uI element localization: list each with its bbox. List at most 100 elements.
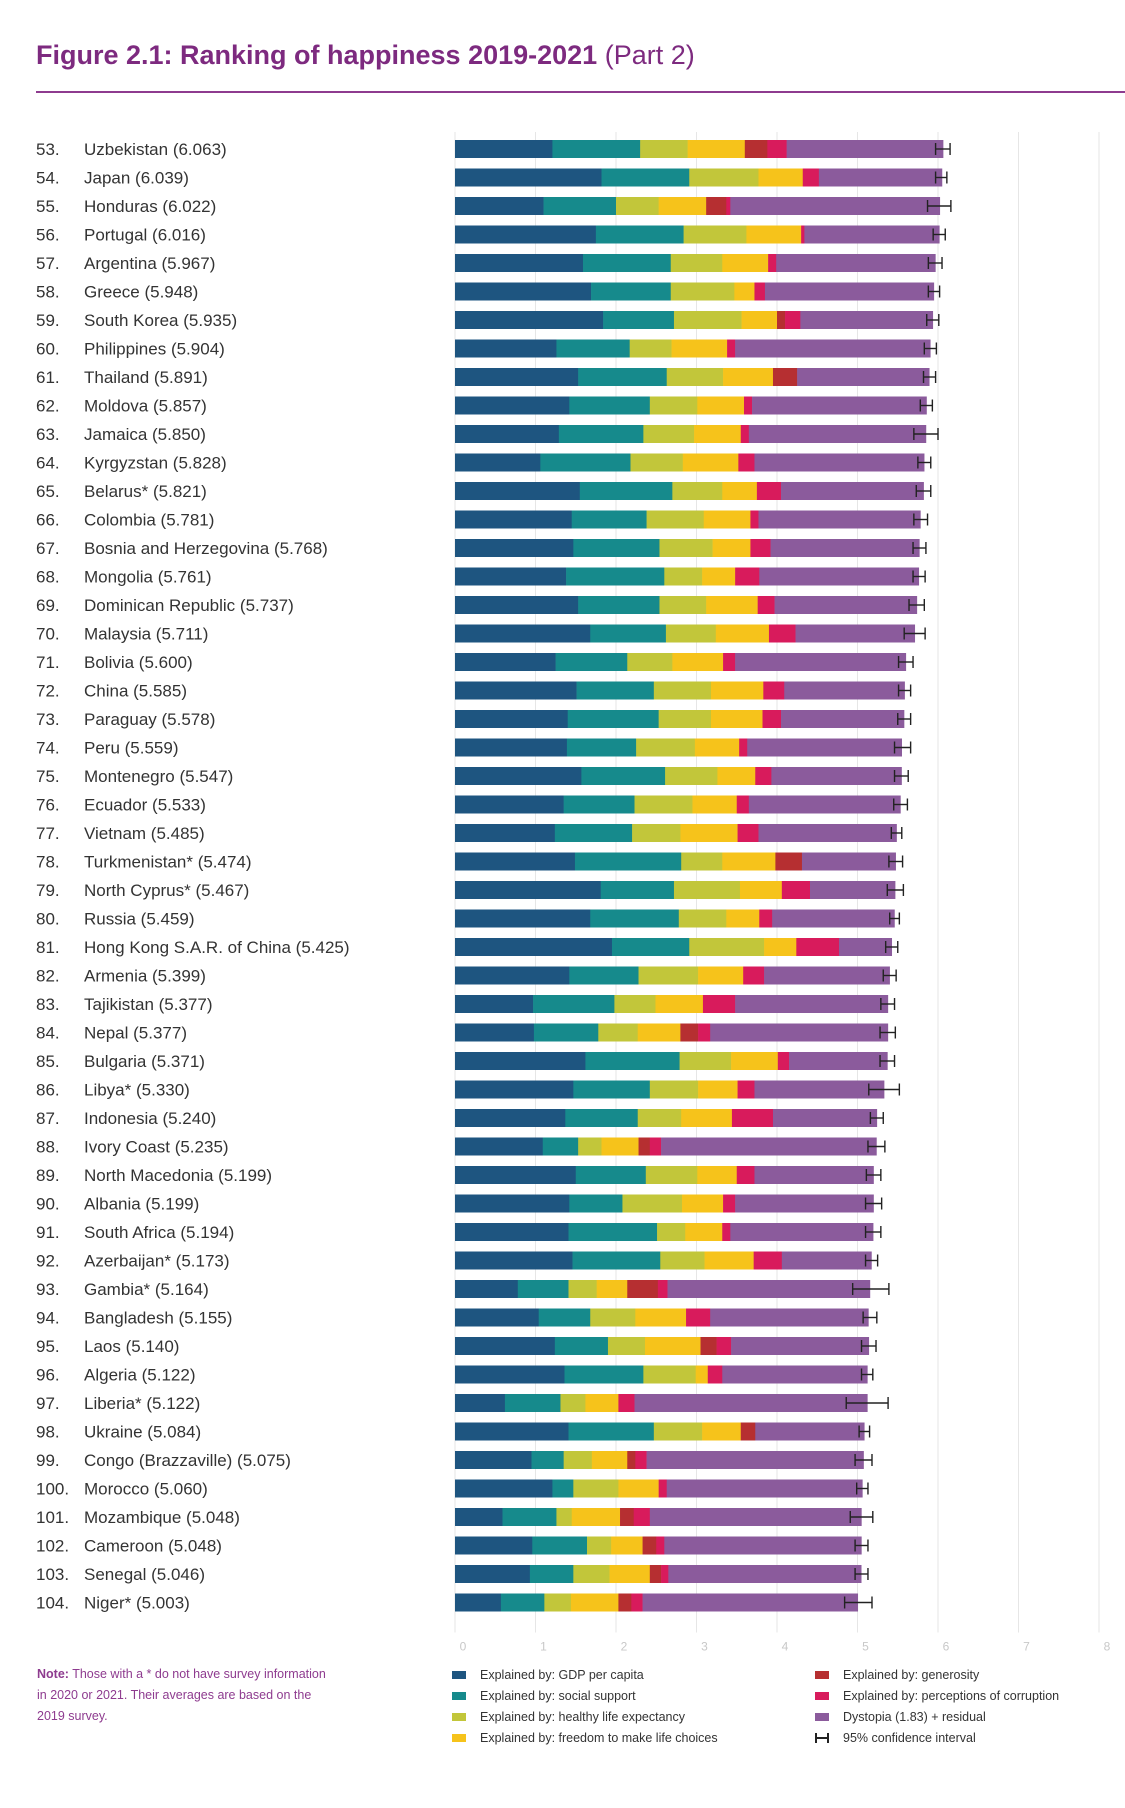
bar-segment-dystopia (735, 653, 907, 671)
row-rank: 67. (36, 539, 60, 558)
bar-segment-freedom (685, 1223, 723, 1241)
bar-segment-freedom (723, 368, 774, 386)
bar-segment-generosity (627, 1451, 636, 1469)
bar-segment-freedom (585, 1394, 619, 1412)
row-country: Libya* (5.330) (84, 1081, 190, 1100)
row-country: Niger* (5.003) (84, 1594, 190, 1613)
bar-segment-corruption (743, 966, 765, 985)
bar-segment-gdp (455, 738, 568, 757)
bar-segment-social (552, 140, 641, 158)
bar-segment-corruption (738, 453, 755, 472)
bar-segment-social (555, 653, 628, 671)
bar-segment-corruption (656, 1536, 665, 1555)
row-rank: 81. (36, 938, 60, 957)
bar-segment-dystopia (710, 1308, 869, 1327)
legend-label: Explained by: freedom to make life choic… (480, 1730, 718, 1745)
bar-segment-social (569, 396, 651, 415)
bar-segment-gdp (455, 567, 567, 586)
bar-segment-freedom (618, 1479, 659, 1498)
row-country: Japan (6.039) (84, 169, 189, 188)
confidence-interval (860, 1368, 874, 1381)
row-rank: 80. (36, 910, 60, 929)
bar-segment-freedom (609, 1565, 651, 1583)
confidence-interval (927, 257, 943, 269)
bar-segment-corruption (737, 1080, 755, 1099)
bar-segment-health (678, 909, 727, 928)
row-country: Kyrgyzstan (5.828) (84, 454, 227, 473)
bar-segment-health (689, 938, 765, 956)
row-country: Uzbekistan (6.063) (84, 140, 227, 159)
bar-segment-dystopia (667, 1280, 871, 1298)
bar-segment-corruption (723, 1194, 736, 1213)
row-rank: 102. (36, 1537, 69, 1556)
confidence-interval (922, 371, 937, 383)
confidence-interval (884, 941, 899, 953)
bar-segment-freedom (681, 1109, 733, 1127)
row-rank: 91. (36, 1223, 60, 1242)
bar-segment-health (664, 567, 703, 586)
bar-segment-social (575, 1166, 647, 1184)
row-country: Greece (5.948) (84, 283, 198, 302)
bar-segment-social (502, 1508, 557, 1526)
confidence-interval (854, 1568, 869, 1580)
bar-segment-gdp (455, 995, 534, 1013)
bar-segment-health (598, 1023, 639, 1042)
bar-segment-corruption (740, 425, 750, 443)
bar-segment-dystopia (730, 1223, 874, 1241)
bar-segment-health (616, 197, 659, 215)
x-tick-label: 3 (701, 1640, 708, 1654)
bar-segment-social (595, 225, 684, 244)
bar-segment-corruption (737, 824, 759, 842)
bar-segment-freedom (722, 852, 776, 871)
bar-segment-health (649, 396, 698, 415)
row-country: Colombia (5.781) (84, 511, 214, 530)
bar-segment-dystopia (781, 1251, 872, 1270)
bar-segment-gdp (455, 1251, 573, 1270)
row-country: Moldova (5.857) (84, 397, 207, 416)
row-rank: 87. (36, 1109, 60, 1128)
bar-segment-social (573, 1080, 651, 1099)
bar-segment-freedom (726, 909, 760, 928)
bar-segment-gdp (455, 1223, 569, 1241)
bar-segment-health (590, 1308, 636, 1327)
legend-label: Explained by: social support (480, 1688, 636, 1703)
bar-segment-dystopia (764, 282, 935, 301)
row-country: Argentina (5.967) (84, 254, 215, 273)
bar-segment-gdp (455, 539, 574, 557)
bar-segment-gdp (455, 453, 541, 472)
bar-segment-gdp (455, 1365, 565, 1384)
x-tick-label: 5 (862, 1640, 869, 1654)
confidence-interval (888, 855, 904, 868)
row-rank: 84. (36, 1024, 60, 1043)
bar-segment-gdp (455, 225, 597, 244)
bar-segment-dystopia (664, 1536, 862, 1555)
bar-segment-corruption (736, 1166, 755, 1184)
row-rank: 92. (36, 1252, 60, 1271)
bar-segment-freedom (698, 966, 744, 985)
x-tick-label: 2 (621, 1640, 628, 1654)
confidence-interval (864, 1254, 879, 1267)
bar-segment-gdp (455, 681, 577, 700)
bar-segment-freedom (644, 1337, 701, 1355)
bar-segment-dystopia (770, 539, 920, 557)
row-country: Senegal (5.046) (84, 1565, 205, 1584)
confidence-interval (864, 1197, 883, 1210)
row-rank: 73. (36, 710, 60, 729)
bar-segment-health (660, 1251, 705, 1270)
row-rank: 100. (36, 1480, 69, 1499)
row-country: Congo (Brazzaville) (5.075) (84, 1451, 291, 1470)
row-country: Thailand (5.891) (84, 368, 208, 387)
legend-label: Explained by: GDP per capita (480, 1667, 644, 1682)
row-rank: 104. (36, 1594, 69, 1613)
bar-segment-freedom (703, 510, 751, 529)
bar-segment-social (571, 510, 647, 529)
bar-segment-gdp (455, 197, 544, 215)
bar-segment-health (653, 681, 712, 700)
bar-segment-health (653, 1422, 703, 1441)
legend-item-corruption: Explained by: perceptions of corruption (815, 1685, 1059, 1706)
bar-segment-health (658, 710, 712, 728)
bar-segment-corruption (633, 1508, 651, 1526)
legend-label: Explained by: perceptions of corruption (843, 1688, 1060, 1703)
bar-segment-corruption (743, 396, 753, 415)
row-rank: 95. (36, 1337, 60, 1356)
